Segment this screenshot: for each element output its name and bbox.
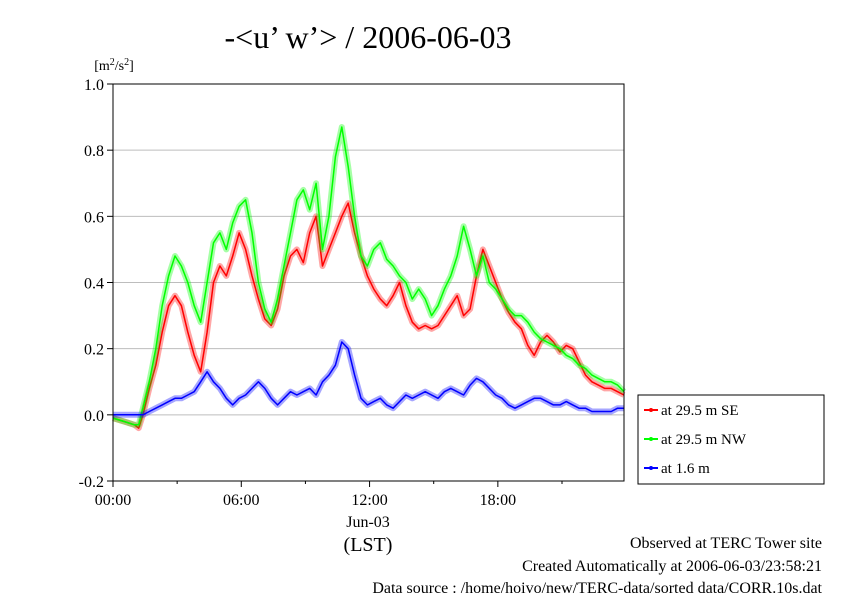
legend-entry: at 29.5 m NW [661, 432, 747, 448]
y-tick-label: 0.8 [84, 143, 104, 160]
chart-title: -<u’ w’> / 2006-06-03 [225, 19, 512, 55]
y-axis-unit: [m2/s2] [94, 57, 134, 74]
x-tick-label: 12:00 [351, 492, 387, 509]
y-tick-label: 0.4 [84, 276, 104, 293]
series-layer [112, 124, 627, 432]
legend-marker [649, 408, 653, 412]
x-axis-date-label: Jun-03 [346, 514, 390, 531]
legend-marker [649, 466, 653, 470]
y-tick-label: -0.2 [79, 474, 104, 491]
footer-created: Created Automatically at 2006-06-03/23:5… [522, 558, 822, 575]
x-tick-label: 00:00 [95, 492, 131, 509]
x-axis-ticks: 00:00 06:00 12:00 18:00 [95, 481, 563, 509]
x-tick-label: 06:00 [223, 492, 259, 509]
y-tick-label: 0.6 [84, 209, 104, 226]
legend-marker [649, 437, 653, 441]
x-axis-label: (LST) [344, 534, 393, 556]
y-tick-label: 0.2 [84, 342, 104, 359]
y-tick-label: 1.0 [84, 77, 104, 94]
y-tick-label: 0.0 [84, 408, 104, 425]
footer-data-source: Data source : /home/hoivo/new/TERC-data/… [372, 580, 822, 597]
x-tick-label: 18:00 [480, 492, 516, 509]
y-axis-ticks: -0.2 0.0 0.2 0.4 0.6 0.8 1.0 [79, 77, 113, 491]
series-line-2 [113, 341, 624, 416]
legend-box [637, 394, 825, 485]
series-line-0 [112, 202, 625, 429]
legend-entry: at 29.5 m SE [661, 403, 739, 419]
series-line-1 [112, 126, 625, 426]
legend: at 29.5 m SE at 29.5 m NW at 1.6 m [637, 394, 825, 485]
footer-observed: Observed at TERC Tower site [629, 535, 822, 552]
legend-entry: at 1.6 m [661, 461, 710, 477]
